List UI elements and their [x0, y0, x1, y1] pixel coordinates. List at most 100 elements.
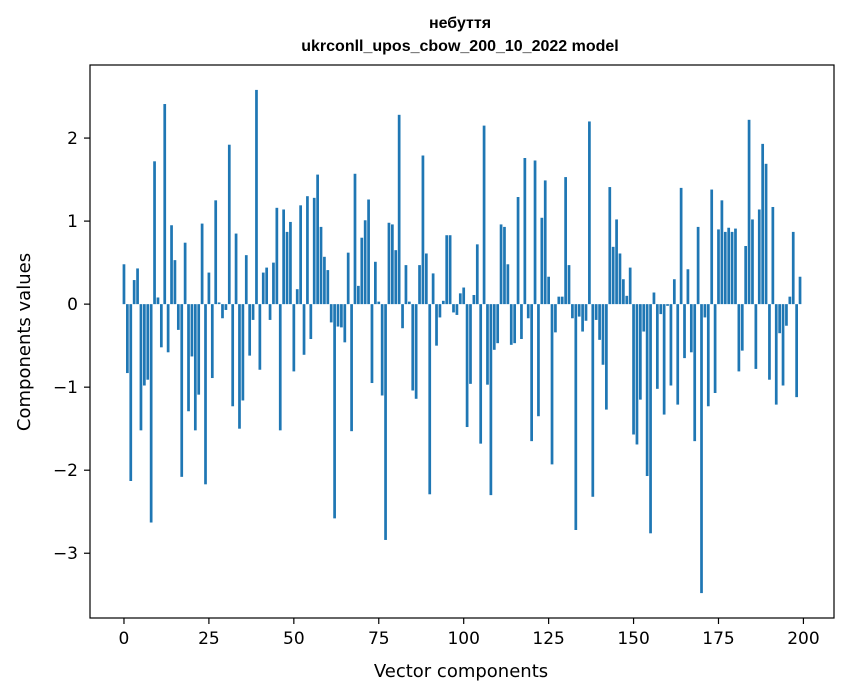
bar-98 [455, 304, 459, 315]
bar-198 [795, 304, 798, 398]
bar-91 [431, 273, 435, 305]
bar-42 [265, 267, 269, 305]
bar-167 [689, 304, 693, 353]
x-tick-label: 50 [283, 629, 305, 649]
bar-57 [316, 174, 319, 305]
bar-40 [258, 304, 262, 370]
bar-64 [340, 304, 343, 328]
bar-113 [506, 264, 510, 305]
bar-39 [255, 89, 258, 305]
bar-80 [394, 250, 398, 305]
bar-172 [706, 304, 710, 407]
bar-75 [377, 301, 381, 305]
bar-61 [329, 304, 333, 323]
bar-48 [285, 231, 289, 305]
x-tick-label: 175 [702, 629, 734, 649]
bar-114 [509, 304, 513, 345]
bar-35 [241, 304, 245, 401]
bar-185 [751, 219, 754, 305]
bar-30 [224, 304, 228, 310]
bar-168 [693, 304, 697, 442]
bar-187 [757, 209, 761, 305]
bar-15 [173, 260, 177, 305]
bar-140 [598, 304, 601, 340]
bar-58 [319, 226, 323, 305]
bar-138 [591, 304, 595, 497]
y-tick-label: −1 [53, 378, 78, 398]
bar-103 [472, 295, 476, 305]
bar-60 [326, 270, 330, 305]
bar-182 [740, 304, 744, 351]
bar-70 [360, 237, 364, 305]
bar-3 [132, 280, 136, 305]
x-tick-label: 0 [119, 629, 130, 649]
bar-25 [207, 272, 211, 305]
bar-111 [499, 224, 503, 305]
bar-128 [557, 296, 561, 305]
bar-127 [554, 304, 557, 333]
bar-152 [639, 304, 642, 400]
bar-89 [424, 253, 428, 305]
bar-34 [238, 304, 241, 429]
bar-67 [350, 304, 353, 432]
bar-196 [788, 296, 792, 305]
bar-5 [139, 304, 143, 431]
bar-143 [608, 187, 612, 305]
chart-subtitle: ukrconll_upos_cbow_200_10_2022 model [301, 38, 618, 55]
bar-27 [214, 200, 218, 305]
bar-141 [601, 304, 605, 365]
bar-105 [479, 304, 483, 444]
bar-13 [166, 304, 170, 353]
y-axis-label: Components values [14, 253, 35, 431]
bar-series [122, 89, 802, 594]
bar-158 [659, 304, 663, 315]
bar-47 [282, 209, 285, 305]
bar-62 [333, 304, 336, 519]
bar-38 [251, 304, 255, 320]
bar-93 [438, 304, 442, 318]
bar-118 [523, 158, 527, 305]
bar-190 [768, 304, 771, 380]
bar-195 [785, 304, 788, 326]
bar-101 [465, 304, 469, 428]
bar-95 [445, 235, 449, 305]
bar-179 [730, 231, 734, 305]
bar-164 [679, 187, 683, 305]
bar-69 [357, 285, 360, 305]
bar-115 [513, 304, 517, 344]
bar-66 [346, 252, 350, 305]
bar-120 [530, 304, 533, 442]
bar-119 [526, 304, 530, 319]
bar-24 [204, 304, 207, 485]
bar-53 [302, 304, 306, 355]
bar-11 [159, 304, 163, 348]
bar-46 [278, 304, 282, 431]
bar-29 [221, 304, 224, 319]
bar-63 [336, 304, 340, 327]
bar-79 [391, 224, 394, 305]
title-group: небуття ukrconll_upos_cbow_200_10_2022 m… [301, 15, 618, 55]
bar-90 [428, 304, 432, 495]
bar-104 [475, 244, 479, 305]
bar-6 [143, 304, 146, 386]
y-axis-ticks: −3 −2 −1 0 1 2 [53, 129, 90, 564]
bar-73 [370, 304, 374, 384]
bar-55 [309, 304, 313, 340]
bar-14 [170, 225, 173, 305]
bar-31 [227, 144, 231, 305]
bar-177 [723, 231, 727, 305]
bar-147 [622, 279, 625, 305]
bar-163 [676, 304, 680, 405]
bar-162 [672, 279, 676, 305]
bar-139 [594, 304, 598, 320]
bar-188 [761, 143, 765, 305]
bar-18 [183, 242, 187, 305]
bar-88 [421, 155, 425, 305]
x-tick-label: 125 [532, 629, 564, 649]
bar-20 [190, 304, 194, 357]
bar-33 [234, 233, 238, 305]
bar-142 [605, 304, 608, 410]
bar-100 [462, 287, 466, 305]
bar-130 [564, 177, 567, 305]
bar-108 [489, 304, 493, 496]
